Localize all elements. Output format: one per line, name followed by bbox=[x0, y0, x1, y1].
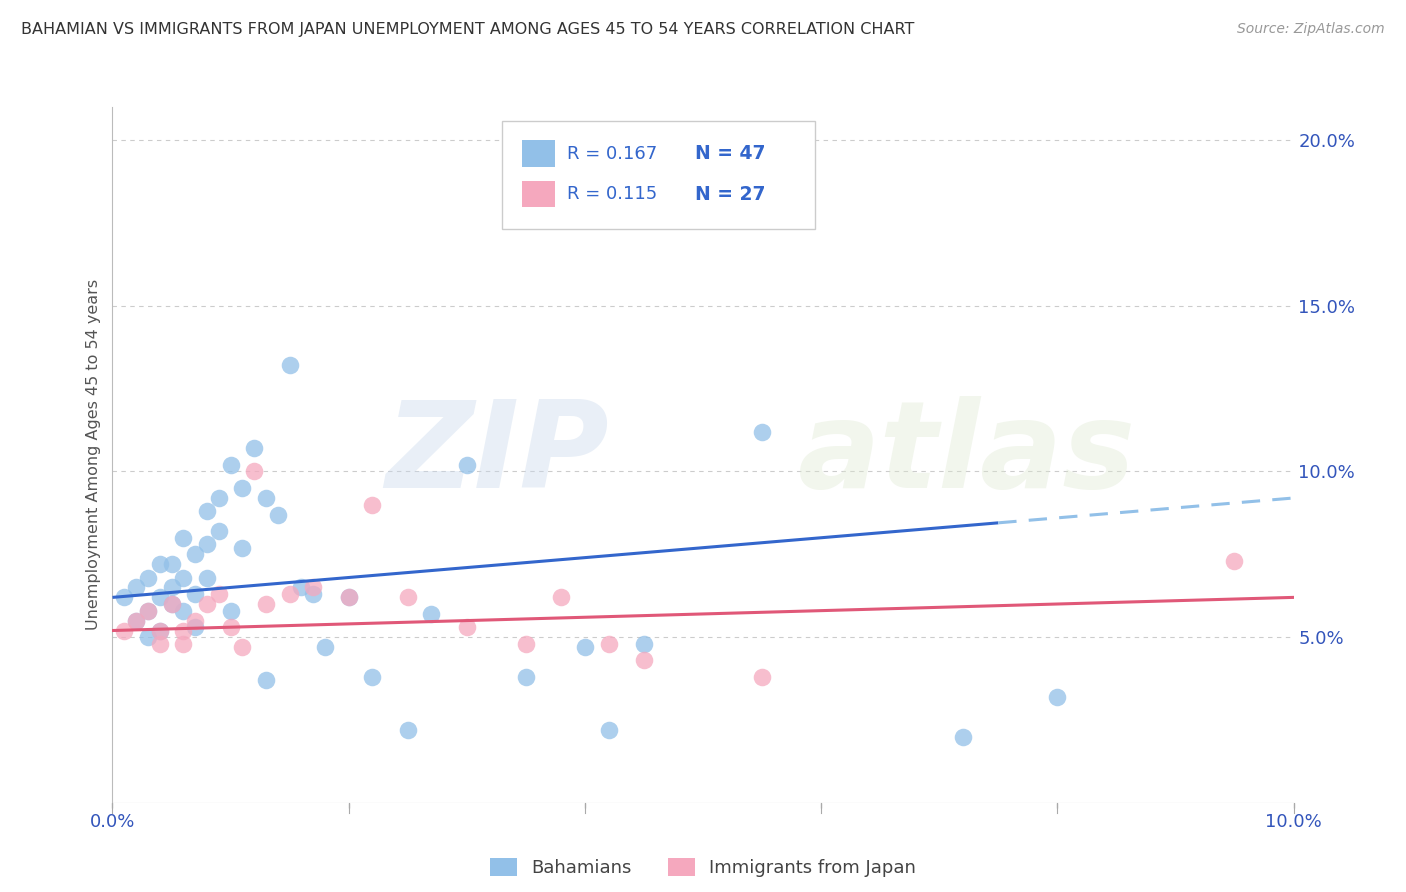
Point bbox=[515, 637, 537, 651]
Point bbox=[136, 604, 159, 618]
Point bbox=[172, 570, 194, 584]
Point bbox=[267, 508, 290, 522]
Point bbox=[420, 607, 443, 621]
Point bbox=[208, 491, 231, 505]
Text: N = 47: N = 47 bbox=[695, 145, 765, 163]
Point bbox=[160, 558, 183, 572]
Point bbox=[302, 587, 325, 601]
Point bbox=[456, 458, 478, 472]
Point bbox=[195, 537, 218, 551]
Point bbox=[219, 604, 242, 618]
Point bbox=[1046, 690, 1069, 704]
Point bbox=[184, 614, 207, 628]
Point bbox=[361, 498, 384, 512]
Point bbox=[160, 597, 183, 611]
Point bbox=[633, 653, 655, 667]
Point bbox=[136, 604, 159, 618]
Point bbox=[254, 491, 277, 505]
Point bbox=[254, 597, 277, 611]
Point bbox=[396, 723, 419, 737]
Point bbox=[231, 481, 253, 495]
Point bbox=[243, 465, 266, 479]
Text: Source: ZipAtlas.com: Source: ZipAtlas.com bbox=[1237, 22, 1385, 37]
Point bbox=[952, 730, 974, 744]
Point bbox=[208, 524, 231, 538]
Point bbox=[574, 640, 596, 654]
Point bbox=[633, 637, 655, 651]
Point bbox=[456, 620, 478, 634]
Point bbox=[160, 597, 183, 611]
Text: R = 0.115: R = 0.115 bbox=[567, 185, 658, 203]
Point bbox=[598, 723, 620, 737]
Point bbox=[302, 581, 325, 595]
Point bbox=[231, 640, 253, 654]
Point bbox=[231, 541, 253, 555]
FancyBboxPatch shape bbox=[522, 181, 555, 207]
Point bbox=[172, 624, 194, 638]
Point bbox=[751, 425, 773, 439]
Text: R = 0.167: R = 0.167 bbox=[567, 145, 658, 162]
Point bbox=[149, 624, 172, 638]
Point bbox=[396, 591, 419, 605]
Point bbox=[136, 570, 159, 584]
Point bbox=[1223, 554, 1246, 568]
Point bbox=[219, 458, 242, 472]
Point bbox=[598, 637, 620, 651]
Point bbox=[149, 624, 172, 638]
Point bbox=[149, 591, 172, 605]
Point bbox=[125, 614, 148, 628]
Y-axis label: Unemployment Among Ages 45 to 54 years: Unemployment Among Ages 45 to 54 years bbox=[86, 279, 101, 631]
Point bbox=[149, 558, 172, 572]
Point bbox=[112, 624, 135, 638]
Text: ZIP: ZIP bbox=[385, 396, 609, 514]
Point bbox=[184, 547, 207, 561]
Point bbox=[278, 359, 301, 373]
Text: N = 27: N = 27 bbox=[695, 185, 765, 203]
Point bbox=[184, 587, 207, 601]
Point bbox=[195, 504, 218, 518]
Point bbox=[337, 591, 360, 605]
Point bbox=[172, 637, 194, 651]
Point bbox=[314, 640, 336, 654]
Text: BAHAMIAN VS IMMIGRANTS FROM JAPAN UNEMPLOYMENT AMONG AGES 45 TO 54 YEARS CORRELA: BAHAMIAN VS IMMIGRANTS FROM JAPAN UNEMPL… bbox=[21, 22, 914, 37]
Text: atlas: atlas bbox=[797, 396, 1136, 514]
Point bbox=[290, 581, 312, 595]
FancyBboxPatch shape bbox=[502, 121, 815, 229]
Point bbox=[361, 670, 384, 684]
Point bbox=[195, 597, 218, 611]
Point bbox=[172, 531, 194, 545]
Point bbox=[195, 570, 218, 584]
Legend: Bahamians, Immigrants from Japan: Bahamians, Immigrants from Japan bbox=[482, 850, 924, 884]
Point bbox=[160, 581, 183, 595]
Point bbox=[337, 591, 360, 605]
Point bbox=[219, 620, 242, 634]
Point bbox=[243, 442, 266, 456]
Point bbox=[208, 587, 231, 601]
Point bbox=[125, 614, 148, 628]
Point bbox=[125, 581, 148, 595]
Point bbox=[278, 587, 301, 601]
Point bbox=[550, 591, 572, 605]
Point bbox=[254, 673, 277, 688]
Point bbox=[515, 670, 537, 684]
Point bbox=[751, 670, 773, 684]
Point bbox=[172, 604, 194, 618]
Point bbox=[149, 637, 172, 651]
Point bbox=[184, 620, 207, 634]
Point bbox=[112, 591, 135, 605]
Point bbox=[136, 630, 159, 644]
FancyBboxPatch shape bbox=[522, 140, 555, 167]
